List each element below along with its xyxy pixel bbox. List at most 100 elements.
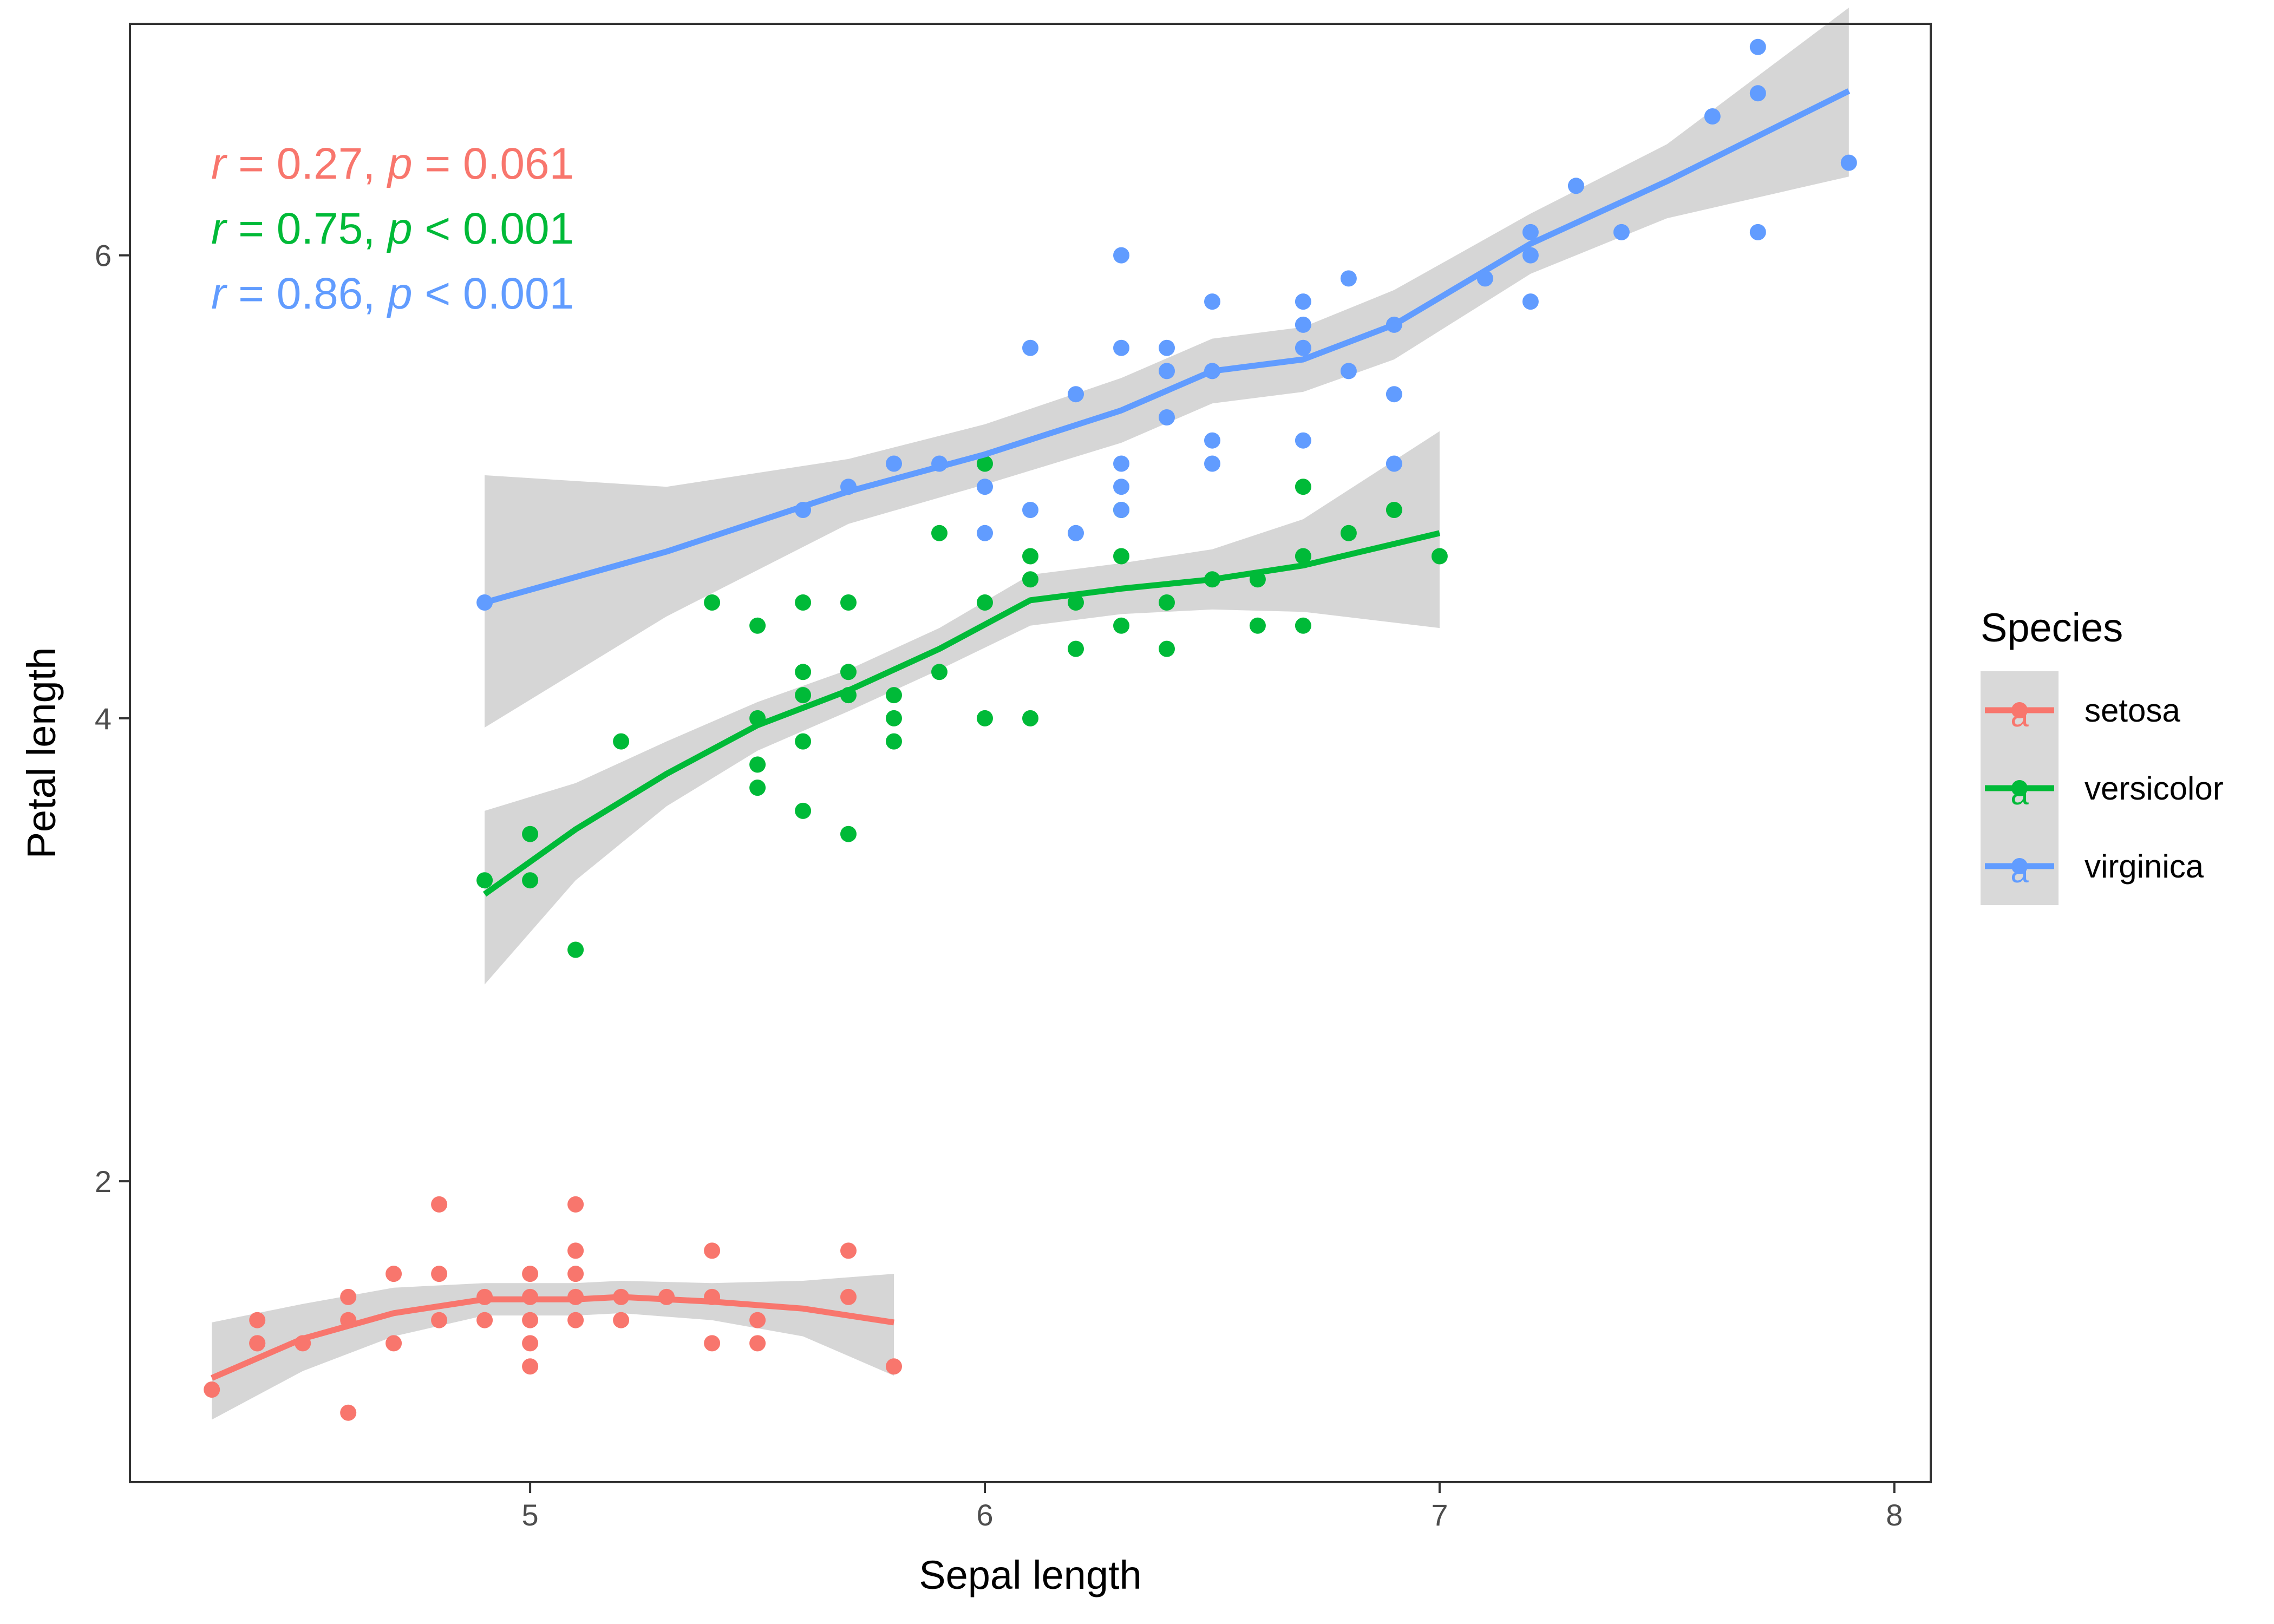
virginica-point (1295, 339, 1311, 356)
versicolor-point (522, 872, 539, 889)
versicolor-point (704, 594, 721, 611)
svg-text:a: a (2010, 775, 2029, 811)
versicolor-point (749, 617, 766, 634)
virginica-point (1840, 154, 1857, 171)
versicolor-point (840, 594, 857, 611)
setosa-point (476, 1312, 493, 1328)
virginica-point (1159, 339, 1175, 356)
setosa-point (522, 1312, 539, 1328)
y-tick-label: 6 (95, 239, 112, 273)
virginica-point (1340, 270, 1357, 287)
setosa-point (749, 1312, 766, 1328)
legend-key-virginica: a (1985, 853, 2054, 889)
versicolor-point (840, 664, 857, 680)
legend-label-versicolor: versicolor (2084, 770, 2224, 807)
virginica-point (1340, 363, 1357, 379)
y-tick-label: 2 (95, 1164, 112, 1199)
versicolor-point (1068, 594, 1084, 611)
versicolor-point (795, 733, 812, 750)
versicolor-point (1113, 617, 1129, 634)
setosa-point (749, 1335, 766, 1352)
versicolor-point (1340, 525, 1357, 541)
virginica-point (1386, 455, 1402, 472)
versicolor-point (1022, 571, 1038, 588)
y-axis-title: Petal length (19, 647, 64, 859)
versicolor-point (1295, 617, 1311, 634)
setosa-point (704, 1242, 721, 1259)
virginica-point (1522, 224, 1539, 240)
virginica-point (1386, 386, 1402, 403)
setosa-point (431, 1266, 448, 1282)
versicolor-point (613, 733, 630, 750)
versicolor-point (1295, 479, 1311, 495)
virginica-point (1113, 455, 1129, 472)
x-tick-label: 5 (522, 1498, 539, 1532)
setosa-point (613, 1312, 630, 1328)
versicolor-point (1386, 502, 1402, 518)
virginica-point (1159, 409, 1175, 425)
smooth-lines (211, 88, 1851, 1381)
virginica-point (1113, 247, 1129, 264)
virginica-point (1204, 455, 1220, 472)
setosa-point (567, 1312, 584, 1328)
correlation-annotation-setosa: r = 0.27, p = 0.061 (211, 139, 574, 188)
versicolor-point (749, 780, 766, 796)
virginica-point (1204, 432, 1220, 449)
virginica-point (977, 525, 993, 541)
virginica-point (1159, 363, 1175, 379)
versicolor-point (931, 525, 948, 541)
y-tick-label: 4 (95, 702, 112, 736)
virginica-point (1522, 293, 1539, 310)
legend-label-setosa: setosa (2084, 692, 2180, 729)
versicolor-point (476, 872, 493, 889)
setosa-point (704, 1335, 721, 1352)
versicolor-point (1431, 548, 1448, 565)
versicolor-smooth-line (482, 530, 1441, 897)
setosa-point (249, 1335, 266, 1352)
setosa-point (385, 1335, 402, 1352)
x-axis-title: Sepal length (919, 1553, 1141, 1597)
versicolor-point (795, 594, 812, 611)
versicolor-point (1113, 548, 1129, 565)
versicolor-point (522, 826, 539, 842)
setosa-point (431, 1196, 448, 1213)
virginica-point (1749, 224, 1766, 240)
versicolor-point (1249, 617, 1266, 634)
versicolor-point (840, 826, 857, 842)
svg-text:a: a (2010, 853, 2029, 889)
versicolor-point (886, 710, 902, 726)
versicolor-point (1159, 594, 1175, 611)
setosa-smooth-line (211, 1294, 894, 1381)
virginica-point (1295, 432, 1311, 449)
setosa-point (567, 1196, 584, 1213)
x-tick-label: 7 (1431, 1498, 1448, 1532)
virginica-point (1295, 316, 1311, 333)
setosa-confidence-band (212, 1274, 894, 1420)
x-tick-label: 8 (1886, 1498, 1903, 1532)
svg-text:a: a (2010, 697, 2029, 734)
virginica-point (1749, 38, 1766, 55)
virginica-smooth-line (483, 88, 1851, 606)
setosa-point (840, 1288, 857, 1305)
setosa-point (886, 1358, 902, 1375)
virginica-point (1113, 502, 1129, 518)
virginica-point (1113, 339, 1129, 356)
versicolor-point (1068, 640, 1084, 657)
versicolor-point (1022, 710, 1038, 726)
virginica-point (886, 455, 902, 472)
virginica-point (1704, 108, 1721, 125)
setosa-point (385, 1266, 402, 1282)
versicolor-point (795, 802, 812, 819)
versicolor-point (977, 594, 993, 611)
versicolor-point (567, 941, 584, 958)
versicolor-point (1159, 640, 1175, 657)
versicolor-point (977, 455, 993, 472)
setosa-point (567, 1242, 584, 1259)
setosa-point (567, 1266, 584, 1282)
setosa-point (522, 1335, 539, 1352)
versicolor-point (795, 687, 812, 704)
correlation-annotation-virginica: r = 0.86, p < 0.001 (211, 269, 574, 318)
setosa-point (204, 1381, 220, 1398)
versicolor-point (795, 664, 812, 680)
